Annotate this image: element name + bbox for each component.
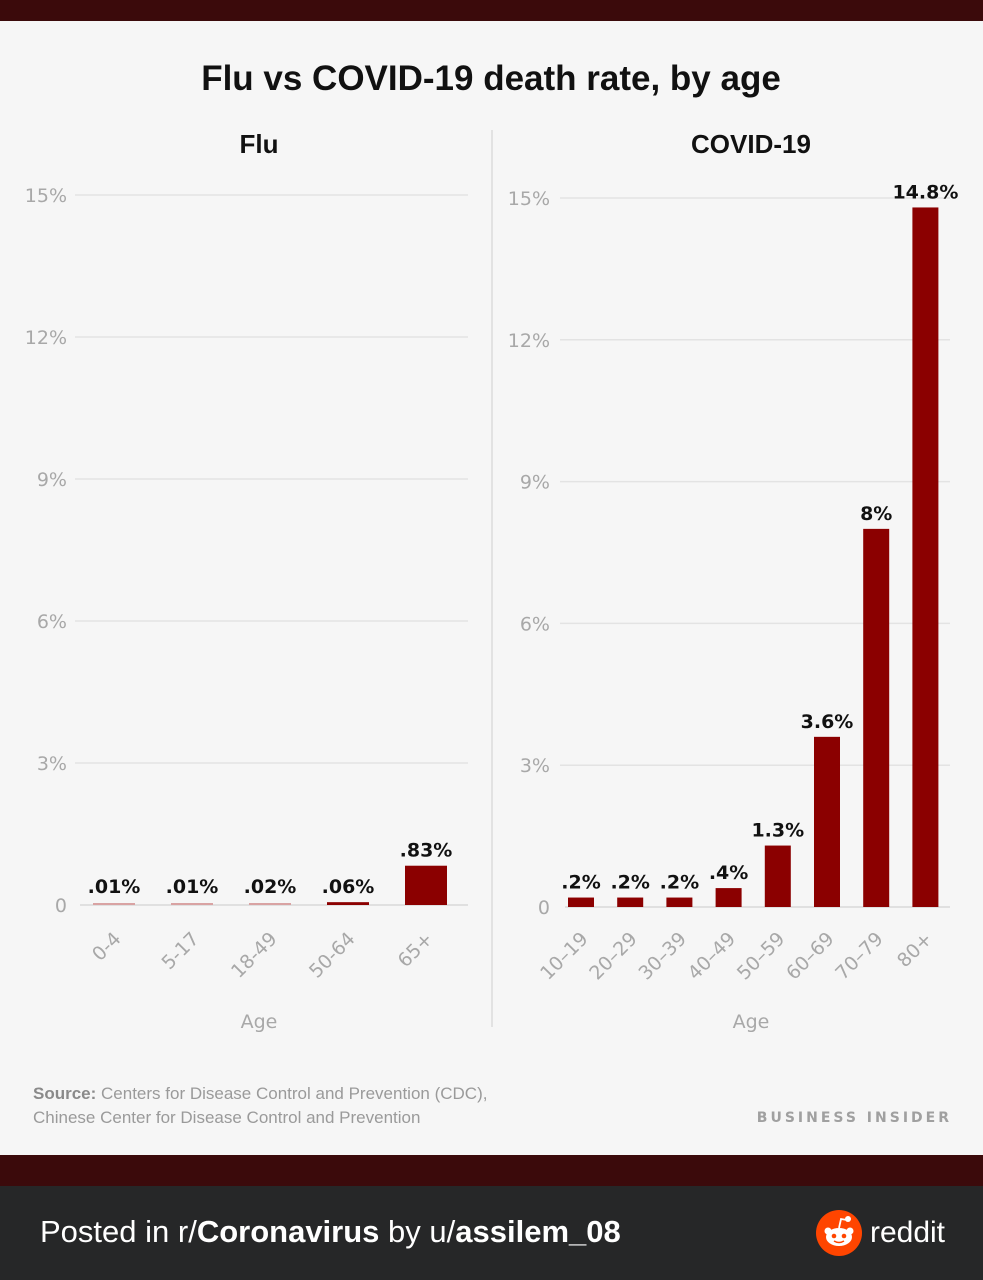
bar: [617, 897, 644, 907]
y-tick-label: 12%: [508, 330, 550, 352]
data-label: .2%: [610, 872, 649, 894]
y-tick-label: 9%: [520, 472, 550, 494]
bar: [327, 902, 369, 905]
chart-title: Flu vs COVID-19 death rate, by age: [201, 59, 781, 98]
reddit-wordmark: reddit: [869, 1216, 945, 1249]
x-tick-label: 60–69: [782, 928, 838, 984]
subreddit-link[interactable]: Coronavirus: [196, 1214, 380, 1249]
y-tick-label: 0: [538, 897, 550, 919]
x-tick-label: 50–59: [733, 928, 789, 984]
y-tick-label: 15%: [508, 188, 550, 210]
data-label: .01%: [88, 876, 141, 898]
bar: [666, 897, 693, 907]
panel-title: COVID-19: [691, 129, 811, 159]
source-text-1: Centers for Disease Control and Preventi…: [96, 1084, 487, 1103]
x-tick-label: 70–79: [831, 928, 887, 984]
top-band: [0, 0, 983, 21]
y-tick-label: 3%: [520, 755, 550, 777]
y-tick-label: 6%: [37, 611, 67, 633]
y-tick-label: 9%: [37, 469, 67, 491]
data-label: 1.3%: [751, 820, 804, 842]
data-label: 8%: [860, 503, 892, 525]
data-label: 3.6%: [801, 711, 854, 733]
x-tick-label: 18-49: [227, 928, 282, 983]
x-axis-label: Age: [733, 1011, 770, 1033]
x-tick-label: 80+: [893, 928, 937, 972]
bottom-band: [0, 1155, 983, 1186]
x-axis-label: Age: [241, 1011, 278, 1033]
reddit-snoo-icon: [815, 1210, 862, 1256]
by-label: by u/: [379, 1214, 456, 1249]
source-line-1: Source: Centers for Disease Control and …: [33, 1084, 487, 1103]
x-tick-label: 50-64: [305, 928, 360, 983]
bar: [863, 528, 890, 907]
panel-title: Flu: [240, 129, 279, 159]
y-tick-label: 12%: [25, 327, 67, 349]
data-label: .2%: [561, 872, 600, 894]
data-label: .02%: [244, 876, 297, 898]
covid-panel: COVID-19 0 3% 6% 9% 12% 15% .2% 10–19 .2% 20–29 .2%…: [508, 129, 959, 1033]
data-label: 14.8%: [892, 181, 958, 203]
x-tick-label: 5-17: [157, 928, 203, 974]
posted-in-text: Posted in r/Coronavirus by u/assilem_08: [40, 1214, 621, 1250]
x-tick-label: 30–39: [634, 928, 690, 984]
chart-svg: Flu vs COVID-19 death rate, by age Flu 0 3…: [25, 59, 959, 1127]
y-tick-label: 3%: [37, 753, 67, 775]
x-tick-label: 20–29: [585, 928, 641, 984]
y-tick-label: 0: [55, 895, 67, 917]
x-tick-label: 40–49: [684, 928, 740, 984]
reddit-logo[interactable]: reddit: [815, 1210, 945, 1256]
business-insider-logo: BUSINESS INSIDER: [757, 1110, 952, 1126]
data-label: .2%: [660, 872, 699, 894]
data-label: .83%: [400, 840, 453, 862]
y-tick-label: 6%: [520, 613, 550, 635]
flu-panel: Flu 0 3% 6% 9% 12% 15% .01% 0-4 .01% 5-17 .02% 18-49…: [25, 129, 468, 1033]
y-tick-label: 15%: [25, 185, 67, 207]
bar: [814, 736, 840, 907]
data-label: .01%: [166, 876, 219, 898]
reddit-footer: Posted in r/Coronavirus by u/assilem_08 …: [0, 1186, 983, 1280]
source-line-2: Chinese Center for Disease Control and P…: [33, 1108, 420, 1127]
data-label: .06%: [322, 876, 375, 898]
data-label: .4%: [709, 862, 748, 884]
bar: [764, 845, 791, 907]
x-tick-label: 10–19: [536, 928, 592, 984]
bar: [912, 207, 939, 907]
x-tick-label: 65+: [394, 928, 438, 972]
bar: [568, 897, 594, 907]
username-link[interactable]: assilem_08: [455, 1214, 621, 1249]
source-label: Source:: [33, 1084, 96, 1103]
bar: [715, 888, 742, 907]
posted-in-label: Posted in r/: [40, 1214, 197, 1249]
x-tick-label: 0-4: [88, 928, 126, 966]
bar: [405, 865, 447, 905]
